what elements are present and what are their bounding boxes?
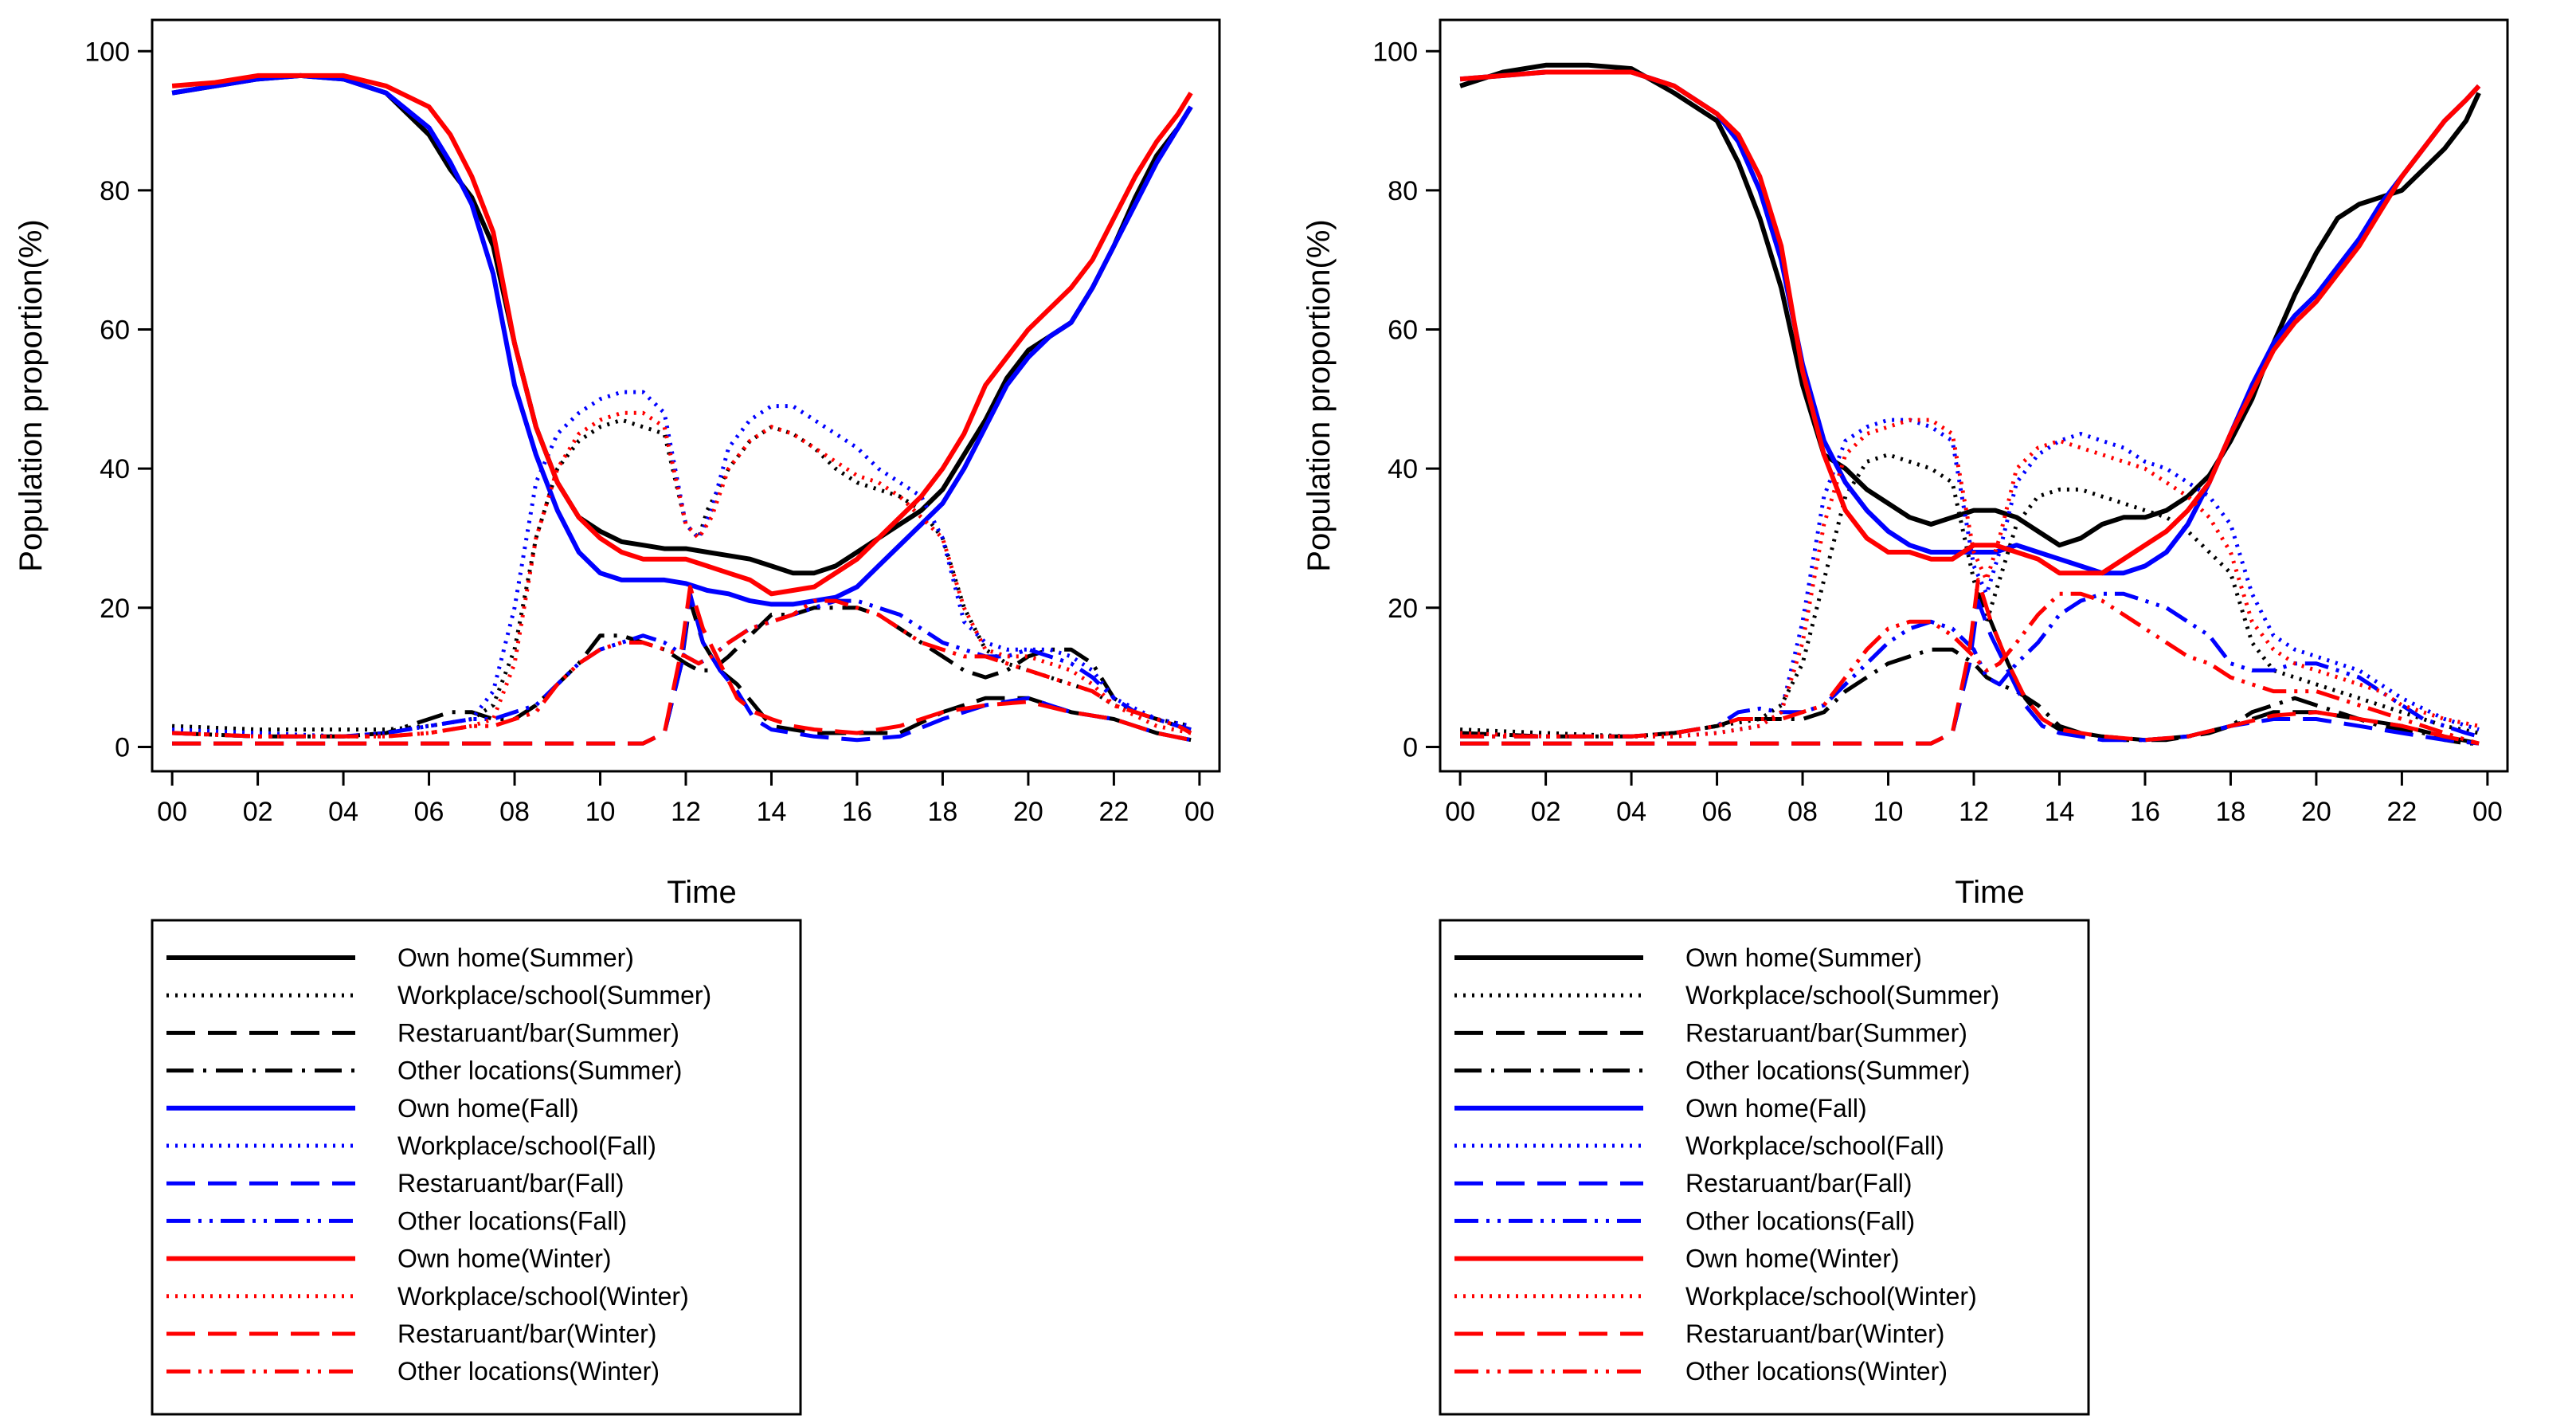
x-tick-label: 04 — [328, 797, 358, 827]
x-tick-label: 02 — [243, 797, 273, 827]
legend-label: Other locations(Summer) — [397, 1057, 682, 1085]
legend-label: Restaruant/bar(Summer) — [1685, 1018, 1967, 1047]
y-tick-label: 40 — [1388, 454, 1418, 484]
legend-label: Own home(Fall) — [1685, 1094, 1867, 1123]
series-line-restaruant-bar-winter — [1460, 578, 2480, 746]
y-tick-label: 80 — [100, 176, 130, 206]
legend-label: Restaruant/bar(Fall) — [1685, 1169, 1912, 1198]
x-tick-label: 20 — [1013, 797, 1043, 827]
legend-label: Workplace/school(Winter) — [1685, 1282, 1977, 1311]
chart-root-left: 0 20 40 60 80 100 00 02 04 06 08 10 12 14 16 18 20 22 00 Ti… — [14, 18, 1221, 1416]
series-line-restaruant-bar-winter — [172, 585, 1192, 746]
y-axis-title: Population proportion(%) — [14, 219, 49, 571]
x-tick-label: 14 — [757, 797, 787, 827]
series-line-own-home-fall — [171, 73, 1193, 607]
chart-svg-right: 0 20 40 60 80 100 00 02 04 06 08 10 12 14 16 18 20 22 00 Ti… — [1302, 18, 2509, 1416]
series-line-own-home-winter — [1459, 69, 2481, 576]
legend-label: Own home(Winter) — [1685, 1245, 1900, 1273]
y-tick-label: 0 — [115, 732, 130, 763]
x-tick-label: 00 — [1184, 797, 1215, 827]
y-tick-label: 20 — [100, 594, 130, 624]
y-tick-label: 0 — [1403, 732, 1418, 763]
plot-frame — [1439, 18, 2509, 773]
legend-label: Other locations(Winter) — [397, 1357, 660, 1386]
legend-label: Workplace/school(Fall) — [397, 1131, 656, 1160]
legend-label: Other locations(Winter) — [1685, 1357, 1948, 1386]
legend-label: Own home(Summer) — [397, 943, 634, 972]
y-tick-label: 100 — [1372, 37, 1418, 67]
x-tick-label: 16 — [842, 797, 872, 827]
legend-label: Other locations(Summer) — [1685, 1057, 1970, 1085]
x-tick-label: 14 — [2045, 797, 2075, 827]
series-line-other-locations-summer — [172, 606, 1192, 739]
y-tick-label: 40 — [100, 454, 130, 484]
series-line-other-locations-summer — [1460, 647, 2480, 746]
y-axis-title: Population proportion(%) — [1302, 219, 1337, 571]
legend-label: Workplace/school(Fall) — [1685, 1131, 1944, 1160]
series-line-workplace-school-fall — [171, 390, 1192, 739]
legend-label: Restaruant/bar(Summer) — [397, 1018, 679, 1047]
x-tick-label: 10 — [585, 797, 616, 827]
x-tick-label: 12 — [1959, 797, 1989, 827]
x-tick-label: 06 — [414, 797, 444, 827]
legend-label: Workplace/school(Summer) — [1685, 981, 1999, 1009]
legend-label: Workplace/school(Summer) — [397, 981, 711, 1009]
x-tick-label: 10 — [1873, 797, 1904, 827]
legend-label: Own home(Fall) — [397, 1094, 579, 1123]
chart-panel-right: 0 20 40 60 80 100 00 02 04 06 08 10 12 14 16 18 20 22 00 Ti… — [1288, 0, 2576, 1427]
series-line-own-home-summer — [171, 73, 1193, 576]
series-line-own-home-summer — [1459, 62, 2481, 548]
x-tick-label: 22 — [2386, 797, 2417, 827]
series-line-workplace-school-winter — [172, 410, 1192, 739]
series-line-restaruant-bar-fall — [1460, 598, 2480, 746]
series-line-own-home-winter — [171, 73, 1193, 597]
x-tick-label: 02 — [1531, 797, 1561, 827]
x-tick-label: 00 — [157, 797, 187, 827]
legend-label: Restaruant/bar(Fall) — [397, 1169, 624, 1198]
x-tick-label: 18 — [928, 797, 958, 827]
y-tick-label: 60 — [100, 316, 130, 346]
y-tick-label: 80 — [1388, 176, 1418, 206]
legend-label: Restaruant/bar(Winter) — [1685, 1319, 1944, 1348]
x-tick-label: 08 — [499, 797, 530, 827]
x-tick-label: 08 — [1787, 797, 1818, 827]
series-lines — [1459, 62, 2481, 746]
y-tick-label: 60 — [1388, 316, 1418, 346]
legend-label: Own home(Summer) — [1685, 943, 1922, 972]
x-tick-label: 20 — [2301, 797, 2331, 827]
x-axis-title: Time — [1955, 875, 2024, 910]
y-tick-label: 100 — [84, 37, 130, 67]
series-line-workplace-school-summer — [171, 418, 1192, 732]
x-axis-title: Time — [667, 875, 736, 910]
x-tick-label: 16 — [2130, 797, 2160, 827]
x-tick-label: 00 — [2472, 797, 2503, 827]
series-line-own-home-fall — [1459, 69, 2481, 576]
x-tick-label: 04 — [1616, 797, 1646, 827]
legend-label: Own home(Winter) — [397, 1245, 612, 1273]
chart-root-right: 0 20 40 60 80 100 00 02 04 06 08 10 12 14 16 18 20 22 00 Ti… — [1302, 18, 2509, 1416]
x-tick-label: 00 — [1445, 797, 1475, 827]
series-line-restaruant-bar-fall — [172, 591, 1192, 746]
x-tick-label: 22 — [1098, 797, 1129, 827]
legend-label: Restaruant/bar(Winter) — [397, 1319, 656, 1348]
series-lines — [171, 73, 1193, 746]
x-tick-label: 18 — [2216, 797, 2246, 827]
y-tick-label: 20 — [1388, 594, 1418, 624]
x-tick-label: 12 — [671, 797, 701, 827]
legend-label: Other locations(Fall) — [1685, 1206, 1915, 1235]
legend-label: Other locations(Fall) — [397, 1206, 627, 1235]
chart-panel-left: 0 20 40 60 80 100 00 02 04 06 08 10 12 14 16 18 20 22 00 Ti… — [14, 18, 1221, 1416]
chart-svg-left: 0 20 40 60 80 100 00 02 04 06 08 10 12 14 16 18 20 22 00 Ti… — [14, 18, 1221, 1416]
x-tick-label: 06 — [1702, 797, 1732, 827]
legend-label: Workplace/school(Winter) — [397, 1282, 689, 1311]
